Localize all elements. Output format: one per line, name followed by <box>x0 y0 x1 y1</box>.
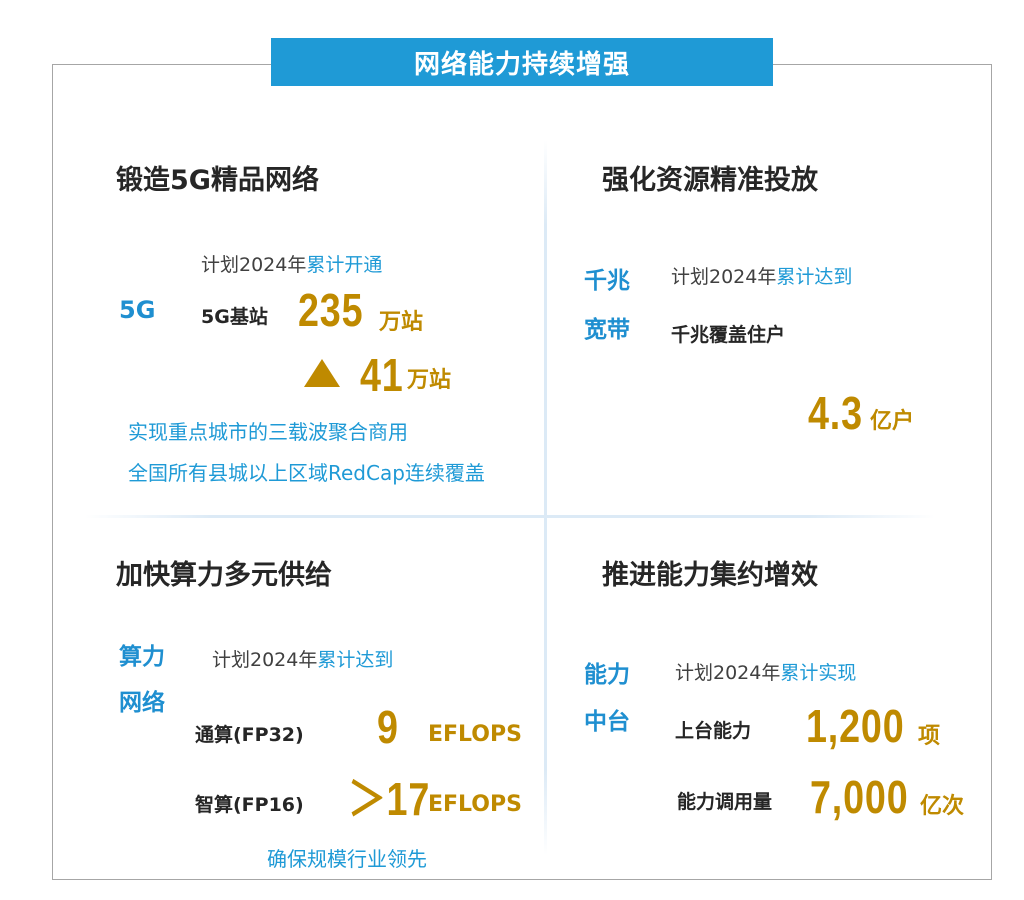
q4-row2-label: 能力调用量 <box>677 791 773 813</box>
q1-value: 235 <box>298 284 364 336</box>
q4-row1-label: 上台能力 <box>675 720 752 742</box>
q2-unit: 亿户 <box>870 409 915 434</box>
banner-title: 网络能力持续增强 <box>271 38 773 86</box>
q3-row2-value: ＞17 <box>348 773 431 825</box>
q4-row1-unit: 项 <box>918 724 941 749</box>
q1-note-2: 全国所有县城以上区域RedCap连续覆盖 <box>128 461 485 485</box>
q2-plan: 计划2024年累计达到 <box>671 262 852 289</box>
q2-label: 千兆覆盖住户 <box>671 324 786 346</box>
q4-row1-value: 1,200 <box>806 700 905 752</box>
q3-row1-unit: EFLOPS <box>428 722 522 747</box>
q2-value: 4.3 <box>808 387 863 439</box>
q3-row1-label: 通算(FP32) <box>195 724 304 746</box>
q3-plan-highlight: 累计达到 <box>317 649 394 671</box>
horizontal-divider <box>85 515 935 518</box>
q3-tag-line1: 算力 <box>119 644 165 670</box>
q4-row2-value: 7,000 <box>810 771 909 823</box>
q1-plan-prefix: 计划2024年 <box>201 254 307 276</box>
q2-tag-line1: 千兆 <box>584 268 630 294</box>
vertical-divider <box>544 140 547 855</box>
q2-title: 强化资源精准投放 <box>602 165 818 196</box>
q2-tag-line2: 宽带 <box>584 317 630 343</box>
q1-title: 锻造5G精品网络 <box>116 165 319 196</box>
q4-title: 推进能力集约增效 <box>602 560 818 591</box>
q3-note: 确保规模行业领先 <box>267 847 427 871</box>
q1-unit: 万站 <box>379 310 424 335</box>
q1-increase-unit: 万站 <box>407 368 452 393</box>
q4-tag-line2: 中台 <box>584 709 630 735</box>
q4-plan-highlight: 累计实现 <box>780 662 857 684</box>
q1-plan: 计划2024年累计开通 <box>201 250 382 277</box>
q3-plan-prefix: 计划2024年 <box>212 649 318 671</box>
q4-plan-prefix: 计划2024年 <box>675 662 781 684</box>
q3-plan: 计划2024年累计达到 <box>212 645 393 672</box>
q4-tag-line1: 能力 <box>584 662 630 688</box>
q3-title: 加快算力多元供给 <box>116 560 332 591</box>
q2-plan-prefix: 计划2024年 <box>671 266 777 288</box>
q3-row2-label: 智算(FP16) <box>195 794 304 816</box>
q1-label: 5G基站 <box>201 306 268 328</box>
q4-row2-unit: 亿次 <box>920 794 965 819</box>
q3-row1-value: 9 <box>377 701 399 753</box>
q1-tag: 5G <box>119 296 156 324</box>
q3-tag-line2: 网络 <box>119 690 165 716</box>
up-triangle-icon <box>304 359 340 387</box>
q1-note-1: 实现重点城市的三载波聚合商用 <box>128 420 408 444</box>
q2-plan-highlight: 累计达到 <box>776 266 853 288</box>
q1-increase-value: 41 <box>360 349 404 401</box>
q1-plan-highlight: 累计开通 <box>306 254 383 276</box>
q3-row2-unit: EFLOPS <box>428 792 522 817</box>
q4-plan: 计划2024年累计实现 <box>675 658 856 685</box>
